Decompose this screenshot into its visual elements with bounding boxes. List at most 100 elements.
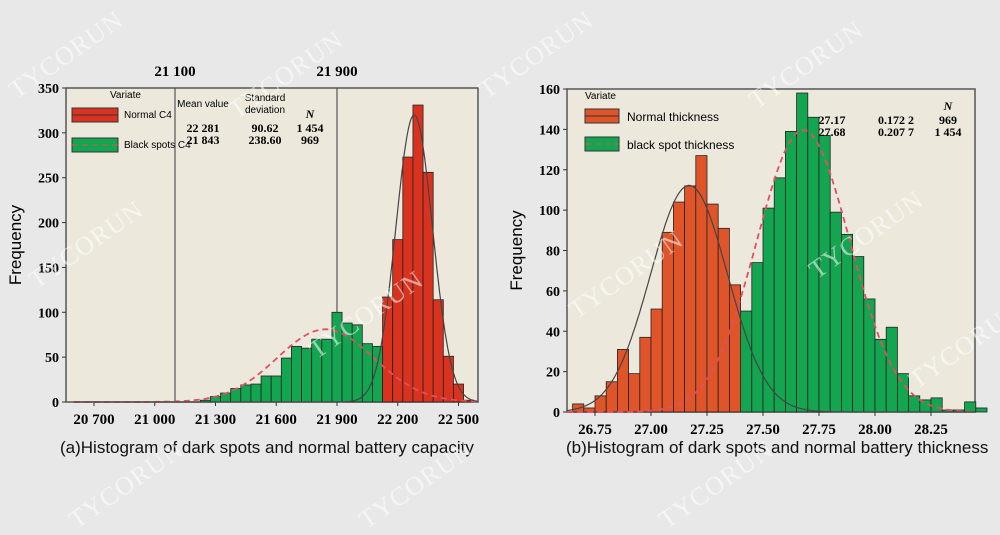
histogram-bar xyxy=(422,171,434,403)
x-tick-label: 27.00 xyxy=(634,422,668,438)
legend-header: N xyxy=(305,107,316,121)
fit-curve xyxy=(567,184,975,413)
histogram-bar xyxy=(773,177,786,413)
y-tick-label: 0 xyxy=(553,406,560,421)
x-tick-label: 21 000 xyxy=(134,412,175,428)
legend-label: Normal thickness xyxy=(627,110,719,124)
x-tick-label: 20 700 xyxy=(73,412,114,428)
histogram-bar xyxy=(301,347,313,403)
histogram-bar xyxy=(863,298,876,413)
histogram-bar xyxy=(908,395,921,413)
x-tick-label: 27.75 xyxy=(802,422,836,438)
y-axis-label: Frequency xyxy=(6,204,25,285)
legend-stat: 969 xyxy=(939,113,957,127)
histogram-bar xyxy=(717,227,730,413)
y-tick-label: 50 xyxy=(45,351,59,366)
x-tick-label: 22 500 xyxy=(438,412,479,428)
histogram-bar xyxy=(628,373,641,413)
legend-stat: 0.207 7 xyxy=(878,125,914,139)
legend-stat: 969 xyxy=(301,133,319,147)
y-tick-label: 250 xyxy=(38,172,59,187)
histogram-bar xyxy=(250,383,262,403)
x-tick-label: 21 900 xyxy=(316,412,357,428)
caption-b: (b)Histogram of dark spots and normal ba… xyxy=(566,438,989,457)
y-tick-label: 100 xyxy=(539,204,560,219)
histogram-bar xyxy=(975,407,988,413)
legend-header: deviation xyxy=(245,105,285,116)
histogram-bar xyxy=(453,383,464,403)
histogram-bar xyxy=(270,375,282,403)
legend-stat: 21 843 xyxy=(187,133,220,147)
histogram-bar xyxy=(639,336,652,413)
legend-header: N xyxy=(943,99,954,113)
x-tick-label: 21 600 xyxy=(256,412,297,428)
legend-header: Mean value xyxy=(177,99,229,110)
legend-stat: 238.60 xyxy=(249,133,282,147)
legend-stat: 0.172 2 xyxy=(878,113,914,127)
fit-curve xyxy=(73,114,478,403)
legend-title: Variate xyxy=(585,91,616,102)
x-tick-label: 22 200 xyxy=(377,412,418,428)
reference-line-label: 21 900 xyxy=(316,64,357,80)
histogram-bar xyxy=(412,104,424,403)
histogram-bar xyxy=(751,262,764,413)
legend-stat: 27.68 xyxy=(819,125,846,139)
histogram-bar xyxy=(885,326,898,413)
x-tick-label: 21 300 xyxy=(195,412,236,428)
legend-stat: 22 281 xyxy=(187,121,220,135)
histogram-bar xyxy=(762,207,775,413)
histogram-bar xyxy=(796,92,809,413)
y-tick-label: 150 xyxy=(38,261,59,276)
y-tick-label: 160 xyxy=(539,83,560,98)
histogram-bar xyxy=(964,401,977,413)
legend-title: Variate xyxy=(110,90,141,101)
y-tick-label: 40 xyxy=(546,325,560,340)
histogram-bar xyxy=(432,299,444,403)
y-tick-label: 120 xyxy=(539,164,560,179)
y-tick-label: 350 xyxy=(38,82,59,97)
x-tick-label: 27.25 xyxy=(690,422,724,438)
legend-label: Black spots C4 xyxy=(124,140,191,151)
x-tick-label: 28.00 xyxy=(858,422,892,438)
histogram-bar xyxy=(874,338,887,413)
histogram-bar xyxy=(594,395,607,413)
histogram-bar xyxy=(684,185,697,413)
y-tick-label: 20 xyxy=(546,366,560,381)
fit-curve xyxy=(73,328,478,403)
histogram-bar xyxy=(240,384,252,403)
reference-line-label: 21 100 xyxy=(154,64,195,80)
histogram-bar xyxy=(785,130,798,413)
fit-curve xyxy=(567,129,975,413)
y-tick-label: 140 xyxy=(539,123,560,138)
histogram-bar xyxy=(852,256,865,413)
legend-header: Standard xyxy=(245,93,286,104)
histogram-bar xyxy=(280,357,292,403)
histogram-bar xyxy=(442,355,454,403)
caption-a: (a)Histogram of dark spots and normal ba… xyxy=(60,438,474,457)
legend-stat: 27.17 xyxy=(819,113,846,127)
histogram-bar xyxy=(291,345,302,403)
histogram-bar xyxy=(650,308,663,413)
y-axis-label: Frequency xyxy=(507,210,526,291)
histogram-bar xyxy=(930,397,943,413)
histogram-bar xyxy=(695,155,708,413)
histogram-bar xyxy=(260,375,272,403)
y-tick-label: 300 xyxy=(38,127,59,142)
y-tick-label: 100 xyxy=(38,306,59,321)
legend-stat: 1 454 xyxy=(297,121,324,135)
y-tick-label: 0 xyxy=(52,396,59,411)
histogram-bar xyxy=(220,392,232,403)
x-tick-label: 26.75 xyxy=(578,422,612,438)
legend-stat: 1 454 xyxy=(935,125,962,139)
x-tick-label: 27.50 xyxy=(746,422,780,438)
y-tick-label: 80 xyxy=(546,245,560,260)
legend-label: Normal C4 xyxy=(124,110,172,121)
legend-stat: 90.62 xyxy=(252,121,279,135)
y-tick-label: 60 xyxy=(546,285,560,300)
histogram-bar xyxy=(729,284,742,413)
histogram-bar xyxy=(230,388,242,403)
y-tick-label: 200 xyxy=(38,217,59,232)
legend-label: black spot thickness xyxy=(627,138,734,152)
x-tick-label: 28.25 xyxy=(914,422,948,438)
